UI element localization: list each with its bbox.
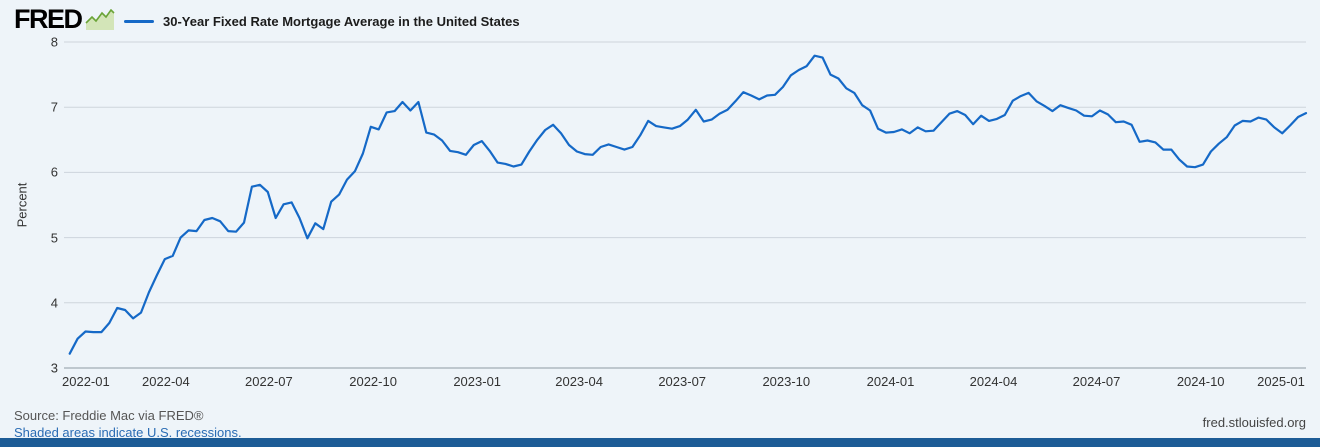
fred-logo-text: FRED	[14, 4, 83, 34]
fred-logo[interactable]: FRED	[14, 4, 115, 35]
footer-bar	[0, 438, 1320, 447]
fred-logo-sparkline-icon	[84, 8, 115, 31]
y-axis-tick-labels: 3 4 5 6 7 8	[34, 35, 58, 376]
y-tick-label: 4	[50, 295, 58, 311]
x-tick-label: 2023-10	[762, 374, 811, 389]
x-axis-tick-labels: 2022-01 2022-04 2022-07 2022-10 2023-01 2023-…	[62, 374, 1306, 390]
x-tick-label: 2023-04	[555, 374, 603, 389]
x-tick-label: 2022-10	[349, 374, 397, 389]
x-tick-label: 2024-01	[866, 374, 915, 389]
x-tick-label: 2025-01	[1257, 374, 1305, 389]
source-note: Source: Freddie Mac via FRED®	[14, 408, 204, 423]
x-tick-label: 2022-04	[142, 374, 190, 389]
x-tick-label: 2022-01	[62, 374, 110, 389]
y-axis-title: Percent	[14, 182, 30, 228]
recession-note-link[interactable]: Shaded areas indicate U.S. recessions.	[14, 425, 242, 440]
x-tick-label: 2023-01	[453, 374, 502, 389]
x-tick-label: 2024-10	[1176, 374, 1225, 389]
x-tick-label: 2022-07	[245, 374, 293, 389]
y-tick-label: 5	[50, 230, 58, 246]
legend-line-swatch	[124, 19, 154, 23]
series-legend: 30-Year Fixed Rate Mortgage Average in t…	[124, 13, 520, 29]
series-line-30yr-mortgage	[68, 54, 1308, 355]
site-link[interactable]: fred.stlouisfed.org	[1202, 415, 1306, 430]
legend-series-label[interactable]: 30-Year Fixed Rate Mortgage Average in t…	[163, 13, 520, 29]
x-tick-label: 2024-04	[969, 374, 1018, 389]
x-tick-label: 2023-07	[658, 374, 707, 389]
chart-svg	[64, 41, 1308, 369]
y-tick-label: 7	[50, 99, 58, 115]
chart-plot-area[interactable]	[64, 41, 1308, 369]
y-tick-label: 6	[50, 164, 58, 180]
y-tick-label: 8	[50, 34, 58, 50]
y-tick-label: 3	[50, 360, 58, 376]
x-tick-label: 2024-07	[1072, 374, 1121, 389]
